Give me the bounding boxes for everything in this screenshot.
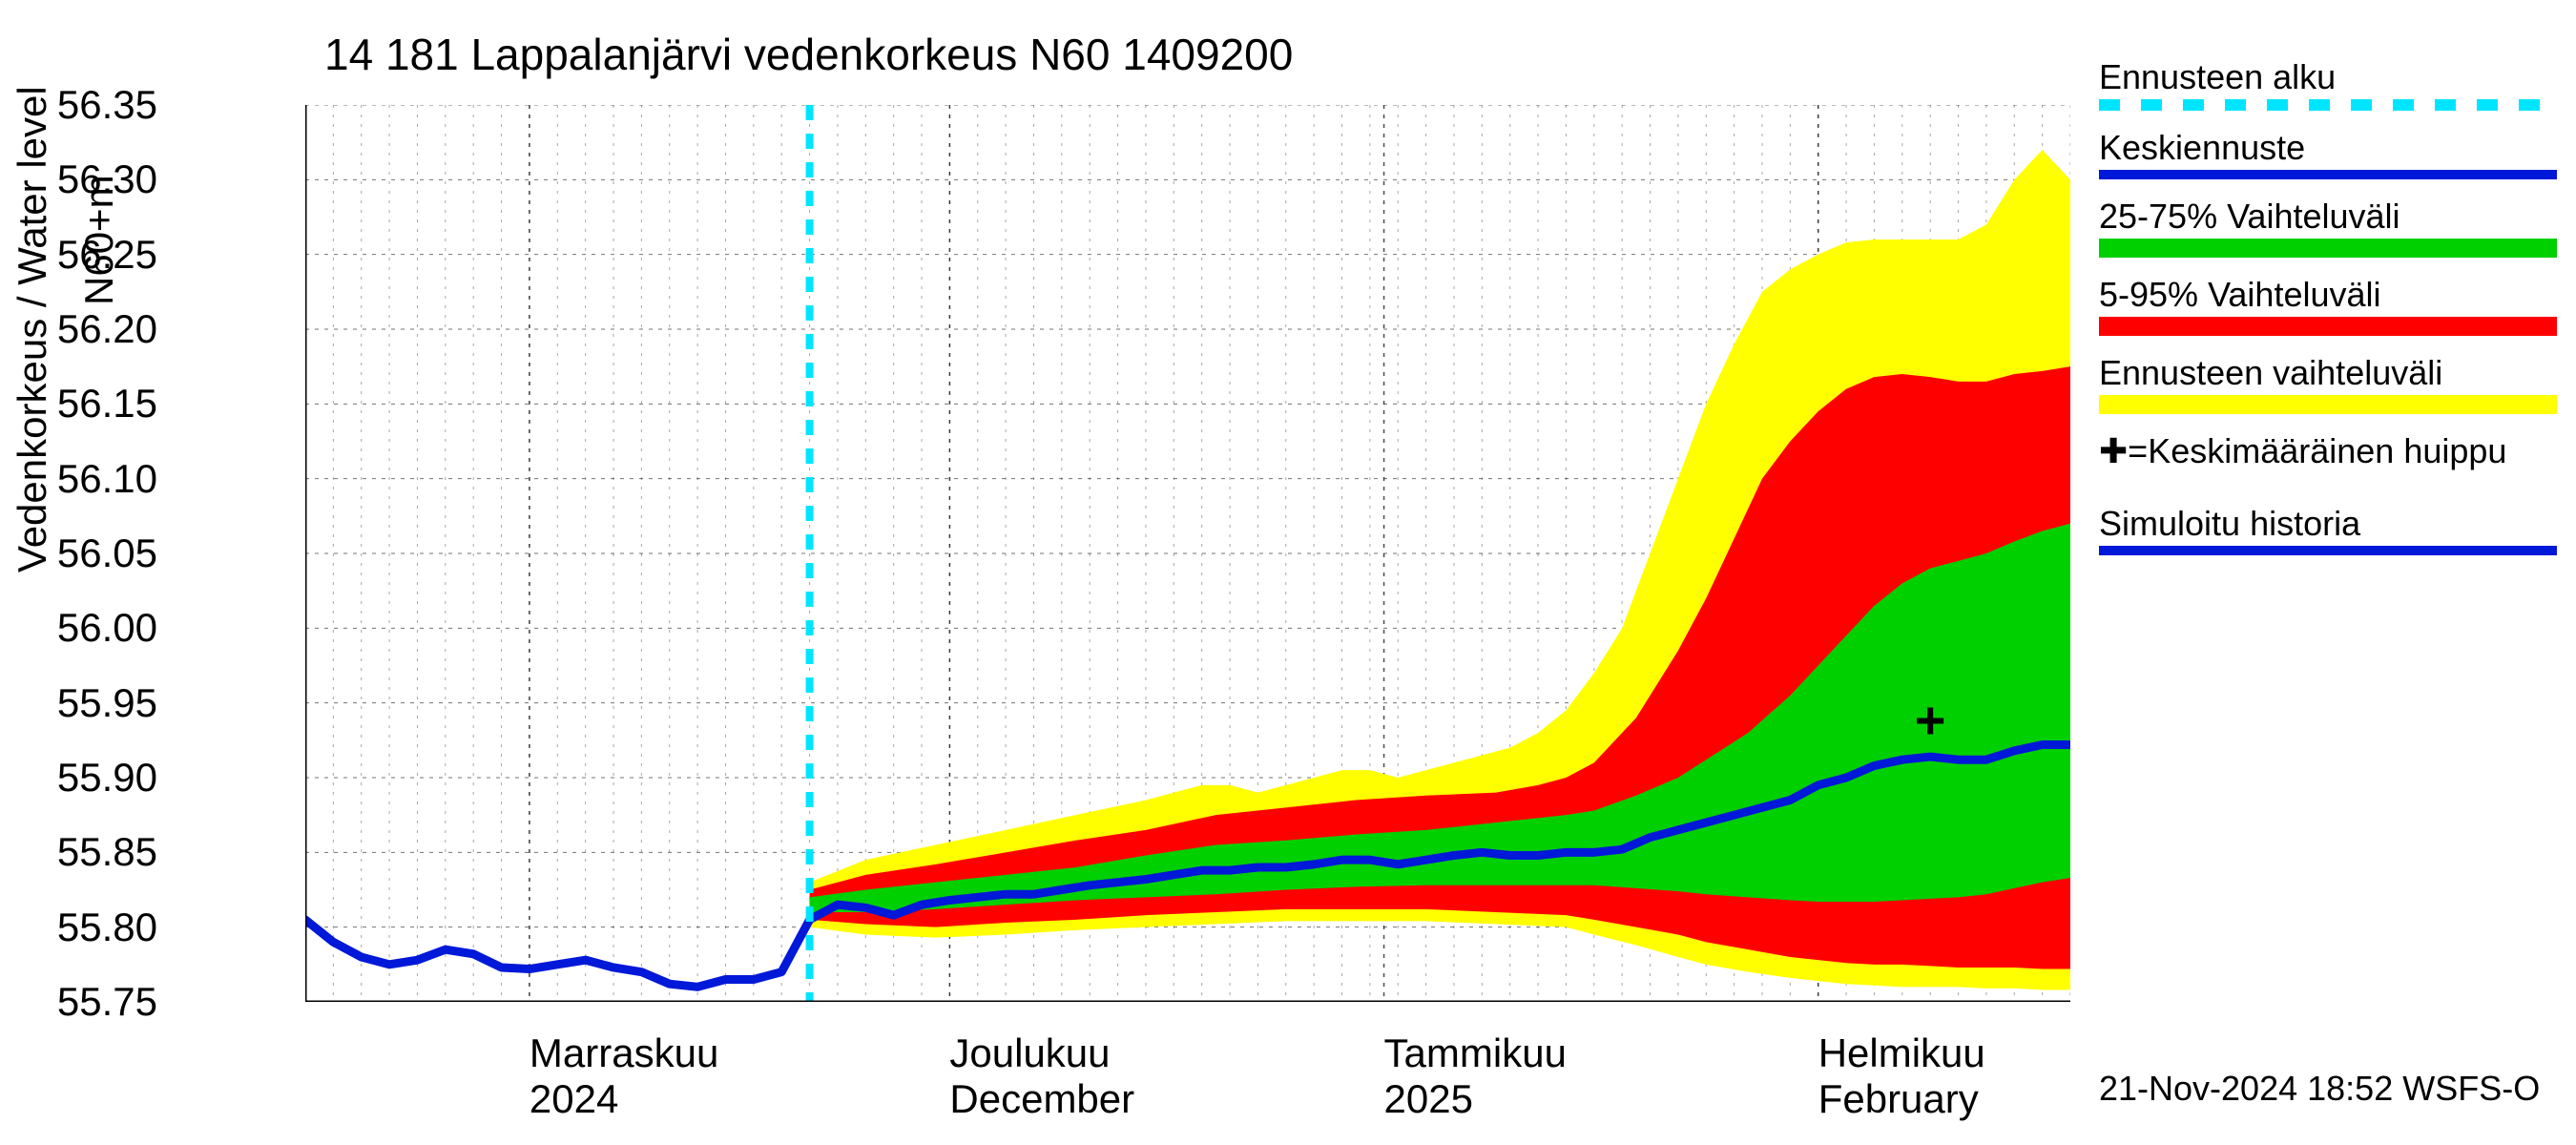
legend-swatch (2099, 99, 2557, 111)
x-month-label-top: Joulukuu (949, 1030, 1110, 1076)
y-tick-label: 55.80 (14, 905, 157, 950)
chart-plot-area (305, 105, 2070, 1002)
y-tick-label: 55.95 (14, 680, 157, 726)
legend-swatch (2099, 170, 2557, 179)
x-month-label-top: Marraskuu (530, 1030, 718, 1076)
x-month-label-bottom: 2025 (1384, 1076, 1473, 1122)
legend-item: Ennusteen vaihteluväli (2099, 353, 2557, 414)
legend: Ennusteen alku Keskiennuste 25-75% Vaihtel… (2099, 57, 2557, 572)
chart-title: 14 181 Lappalanjärvi vedenkorkeus N60 14… (324, 29, 1293, 80)
legend-item: Keskiennuste (2099, 128, 2557, 179)
legend-swatch (2099, 317, 2557, 336)
y-tick-label: 56.35 (14, 82, 157, 128)
legend-item: ✚=Keskimääräinen huippu (2099, 431, 2557, 500)
legend-swatch (2099, 239, 2557, 258)
y-tick-label: 56.20 (14, 306, 157, 352)
y-tick-label: 56.25 (14, 232, 157, 278)
y-tick-label: 56.05 (14, 531, 157, 576)
y-tick-label: 55.90 (14, 755, 157, 801)
legend-item: 25-75% Vaihteluväli (2099, 197, 2557, 258)
x-month-label-bottom: February (1818, 1076, 1979, 1122)
legend-item: Simuloitu historia (2099, 504, 2557, 555)
legend-label: Keskiennuste (2099, 128, 2557, 168)
legend-label: Ennusteen alku (2099, 57, 2557, 97)
legend-label: Simuloitu historia (2099, 504, 2557, 544)
x-month-label-bottom: December (949, 1076, 1134, 1122)
y-tick-label: 55.85 (14, 829, 157, 875)
y-tick-label: 56.10 (14, 456, 157, 502)
x-month-label-top: Tammikuu (1384, 1030, 1567, 1076)
x-month-label-bottom: 2024 (530, 1076, 618, 1122)
legend-item: Ennusteen alku (2099, 57, 2557, 111)
y-tick-label: 55.75 (14, 979, 157, 1025)
y-tick-label: 56.15 (14, 381, 157, 427)
x-month-label-top: Helmikuu (1818, 1030, 1985, 1076)
legend-label: ✚=Keskimääräinen huippu (2099, 431, 2557, 471)
timestamp-label: 21-Nov-2024 18:52 WSFS-O (2099, 1069, 2540, 1109)
legend-item: 5-95% Vaihteluväli (2099, 275, 2557, 336)
legend-label: Ennusteen vaihteluväli (2099, 353, 2557, 393)
legend-label: 5-95% Vaihteluväli (2099, 275, 2557, 315)
y-tick-label: 56.00 (14, 605, 157, 651)
legend-swatch (2099, 395, 2557, 414)
legend-swatch (2099, 546, 2557, 555)
y-tick-label: 56.30 (14, 156, 157, 202)
chart-container: { "title": "14 181 Lappalanjärvi vedenko… (0, 0, 2576, 1145)
legend-label: 25-75% Vaihteluväli (2099, 197, 2557, 237)
